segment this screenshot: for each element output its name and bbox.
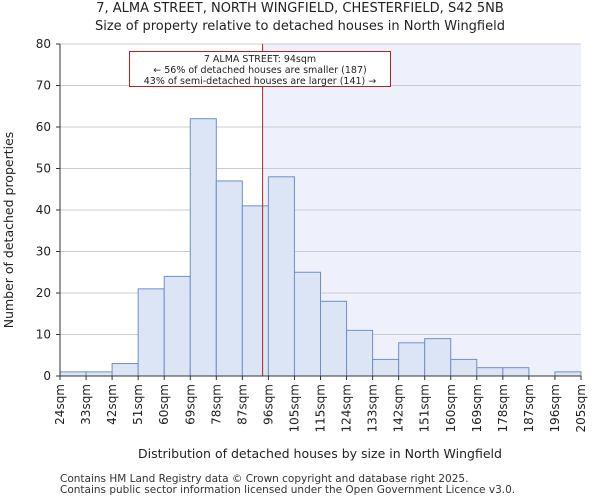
x-tick-label: 124sqm	[340, 384, 354, 432]
y-tick-label: 10	[36, 328, 51, 342]
annotation-box: 7 ALMA STREET: 94sqm ← 56% of detached h…	[129, 51, 391, 87]
x-tick-label: 142sqm	[392, 384, 406, 432]
x-tick-label: 51sqm	[131, 384, 145, 425]
x-tick-label: 178sqm	[496, 384, 510, 432]
x-tick-label: 187sqm	[522, 384, 536, 432]
y-tick-label: 40	[36, 203, 51, 217]
bar-124sqm	[346, 329, 374, 377]
bar-42sqm	[111, 363, 139, 377]
x-axis-label: Distribution of detached houses by size …	[138, 446, 502, 461]
x-tick-label: 151sqm	[418, 384, 432, 432]
x-tick-label: 78sqm	[209, 384, 223, 425]
x-tick-label: 60sqm	[157, 384, 171, 425]
y-axis-ticks: 0 10 20 30 40 50 60 70 80	[36, 37, 60, 383]
annotation-line-3: 43% of semi-detached houses are larger (…	[143, 76, 377, 87]
bar-69sqm	[189, 118, 217, 377]
y-tick-label: 80	[36, 37, 51, 51]
chart-subtitle: Size of property relative to detached ho…	[94, 19, 505, 34]
bar-96sqm	[267, 176, 295, 377]
y-tick-label: 0	[43, 369, 51, 383]
y-tick-label: 50	[36, 162, 51, 176]
x-tick-label: 33sqm	[79, 384, 93, 425]
bar-24sqm	[59, 371, 87, 377]
bar-133sqm	[372, 358, 400, 377]
bar-78sqm	[215, 180, 243, 377]
chart-title: 7, ALMA STREET, NORTH WINGFIELD, CHESTER…	[96, 1, 504, 16]
bar-51sqm	[137, 288, 165, 377]
annotation-line-2: ← 56% of detached houses are smaller (18…	[153, 65, 367, 76]
bar-87sqm	[241, 205, 269, 377]
x-tick-label: 196sqm	[548, 384, 562, 432]
y-tick-label: 60	[36, 120, 51, 134]
bar-178sqm	[502, 367, 530, 377]
footer-line-2: Contains public sector information licen…	[60, 484, 516, 496]
bar-160sqm	[450, 358, 478, 377]
x-tick-label: 205sqm	[574, 384, 588, 432]
annotation-line-1: 7 ALMA STREET: 94sqm	[203, 54, 317, 65]
bar-33sqm	[85, 371, 113, 377]
bar-115sqm	[320, 300, 348, 377]
footer-line-1: Contains HM Land Registry data © Crown c…	[60, 473, 469, 485]
x-tick-label: 105sqm	[287, 384, 301, 432]
x-tick-label: 69sqm	[183, 384, 197, 425]
bar-60sqm	[163, 275, 191, 377]
x-tick-label: 24sqm	[53, 384, 67, 425]
x-tick-label: 42sqm	[105, 384, 119, 425]
y-tick-label: 20	[36, 286, 51, 300]
bar-151sqm	[424, 338, 452, 377]
bar-169sqm	[476, 367, 504, 377]
y-axis-label: Number of detached properties	[1, 132, 16, 329]
y-tick-label: 30	[36, 245, 51, 259]
y-tick-label: 70	[36, 79, 51, 93]
bar-142sqm	[398, 342, 426, 377]
x-tick-label: 96sqm	[261, 384, 275, 425]
x-axis-ticks: 24sqm 33sqm 42sqm 51sqm 60sqm 69sqm 78sqm 87sqm…	[53, 376, 588, 432]
x-tick-label: 133sqm	[366, 384, 380, 432]
bar-105sqm	[293, 271, 322, 377]
x-tick-label: 160sqm	[444, 384, 458, 432]
x-tick-label: 87sqm	[235, 384, 249, 425]
bar-196sqm	[554, 371, 582, 377]
x-tick-label: 115sqm	[314, 384, 328, 432]
x-tick-label: 169sqm	[470, 384, 484, 432]
